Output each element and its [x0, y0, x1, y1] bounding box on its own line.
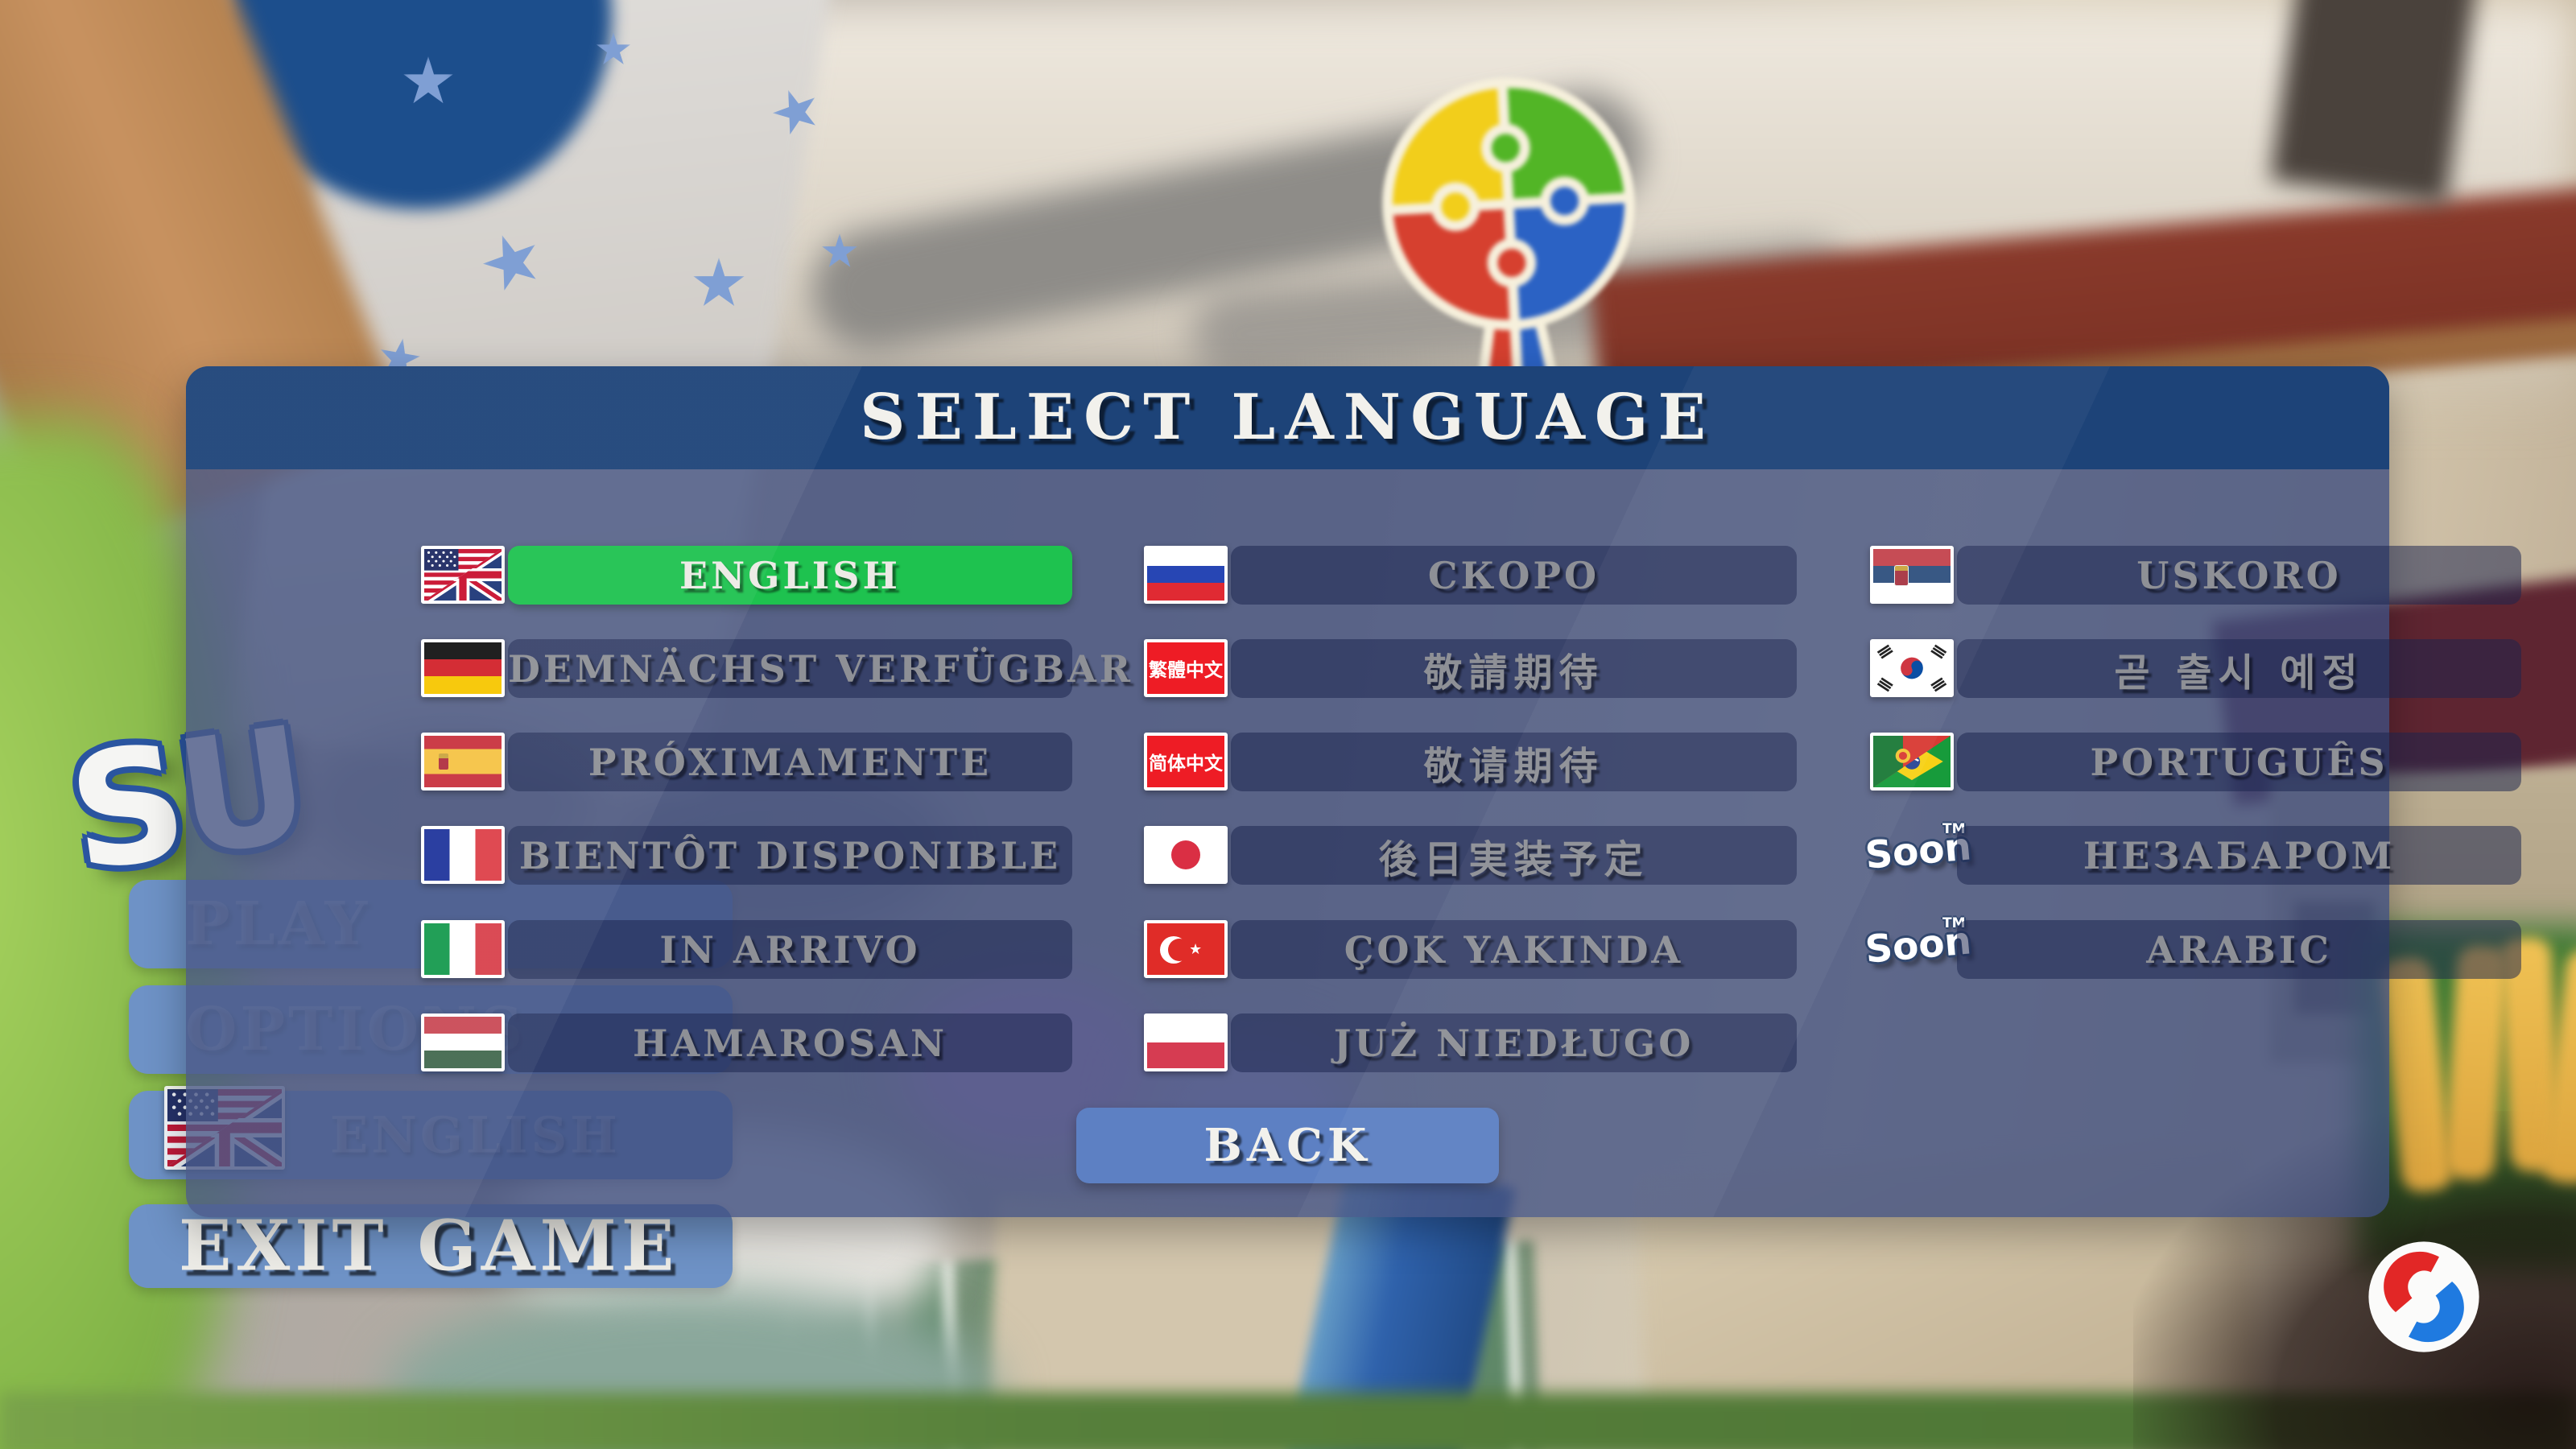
flag-japanese-icon [1144, 826, 1228, 884]
flag-german-icon [421, 639, 505, 697]
flag-turkish-icon: ★ [1144, 920, 1228, 978]
language-option-italian[interactable]: IN ARRIVO [508, 920, 1072, 979]
language-option-hungarian[interactable]: HAMAROSAN [508, 1013, 1072, 1072]
language-option-russian[interactable]: СКОРО [1231, 546, 1797, 605]
language-option-portuguese[interactable]: PORTUGUÊS [1957, 733, 2521, 791]
language-option-label: 곧 출시 예정 [2114, 650, 2364, 696]
flag-french-icon [421, 826, 505, 884]
language-option-label: НЕЗАБАРОМ [2083, 833, 2396, 877]
flag-hungarian-icon [421, 1013, 505, 1071]
flag-italian-icon [421, 920, 505, 978]
language-option-label: USKORO [2136, 553, 2342, 597]
language-option-label: BIENTÔT DISPONIBLE [518, 833, 1062, 877]
select-language-dialog: SELECT LANGUAGE ENGLISH DEMNÄCHST VERFÜGB… [186, 366, 2521, 1217]
flag-english-icon [421, 546, 505, 604]
language-option-korean[interactable]: 곧 출시 예정 [1957, 639, 2521, 698]
star-glyph: ★ [1189, 941, 1203, 958]
dialog-sheen [186, 366, 2389, 1217]
menu-item-label: EXIT GAME [179, 1205, 679, 1287]
flag-russian-icon [1144, 546, 1228, 604]
flag-text: 繁體中文 [1149, 660, 1223, 681]
flag-portuguese-icon [1870, 733, 1954, 791]
language-option-label: PORTUGUÊS [2090, 740, 2388, 784]
language-option-label: СКОРО [1427, 553, 1600, 597]
language-option-label: 後日実装予定 [1378, 836, 1649, 882]
language-option-spanish[interactable]: PRÓXIMAMENTE [508, 733, 1072, 791]
language-option-english[interactable]: ENGLISH [508, 546, 1072, 605]
language-option-label: PRÓXIMAMENTE [588, 740, 993, 784]
flag-text: 简体中文 [1149, 753, 1223, 774]
language-option-label: HAMAROSAN [632, 1021, 948, 1065]
dialog-title: SELECT LANGUAGE [860, 381, 1715, 454]
studio-logo-icon [2368, 1241, 2479, 1352]
language-option-japanese[interactable]: 後日実装予定 [1231, 826, 1797, 885]
menu-item-exit-game[interactable]: EXIT GAME [129, 1204, 733, 1288]
language-option-label: DEMNÄCHST VERFÜGBAR [508, 646, 1133, 691]
dialog-header: SELECT LANGUAGE [186, 366, 2389, 469]
language-option-label: ÇOK YAKINDA [1344, 927, 1684, 972]
language-option-french[interactable]: BIENTÔT DISPONIBLE [508, 826, 1072, 885]
language-option-polish[interactable]: JUŻ NIEDŁUGO [1231, 1013, 1797, 1072]
language-option-label: 敬请期待 [1423, 743, 1604, 789]
language-option-turkish[interactable]: ÇOK YAKINDA [1231, 920, 1797, 979]
language-option-label: ARABIC [2146, 927, 2332, 972]
language-option-ukrainian[interactable]: НЕЗАБАРОМ [1957, 826, 2521, 885]
language-option-chinese-traditional[interactable]: 敬請期待 [1231, 639, 1797, 698]
language-option-label: IN ARRIVO [659, 927, 921, 972]
flag-polish-icon [1144, 1013, 1228, 1071]
flag-chinese-simplified-icon: 简体中文 [1144, 733, 1228, 791]
language-option-chinese-simplified[interactable]: 敬请期待 [1231, 733, 1797, 791]
back-button[interactable]: BACK [1076, 1108, 1499, 1183]
flag-spanish-icon [421, 733, 505, 791]
flag-korean-icon [1870, 639, 1954, 697]
language-option-label: ENGLISH [679, 553, 901, 597]
flag-chinese-traditional-icon: 繁體中文 [1144, 639, 1228, 697]
language-option-german[interactable]: DEMNÄCHST VERFÜGBAR [508, 639, 1133, 698]
flag-serbian-icon [1870, 546, 1954, 604]
language-option-label: 敬請期待 [1423, 650, 1604, 696]
language-option-arabic[interactable]: ARABIC [1957, 920, 2521, 979]
language-option-label: JUŻ NIEDŁUGO [1333, 1021, 1695, 1065]
language-option-serbian[interactable]: USKORO [1957, 546, 2521, 605]
back-button-label: BACK [1203, 1119, 1372, 1172]
